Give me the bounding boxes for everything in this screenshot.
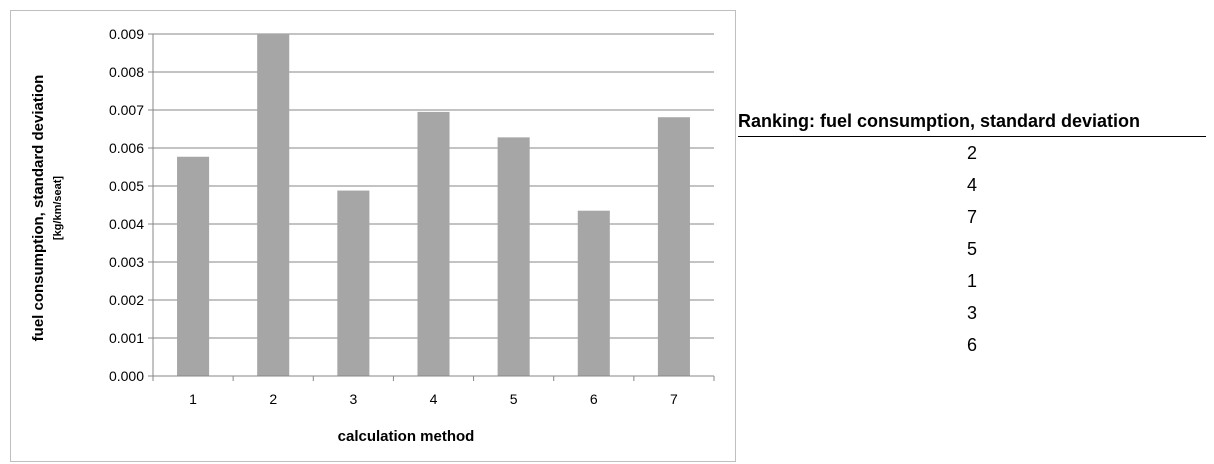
ranking-item: 4 (966, 175, 977, 195)
bar (657, 117, 690, 376)
bar (417, 111, 450, 377)
y-tick-label: 0.001 (109, 330, 144, 346)
ranking-list: 2 4 7 5 1 3 6 (738, 137, 1206, 361)
x-axis-title: calculation method (338, 428, 475, 445)
bar (257, 34, 290, 376)
x-tick-label: 3 (349, 391, 357, 407)
chart-container: 0.000 0.001 0.002 0.003 0.004 0.005 0.006 0.007… (10, 10, 736, 462)
bar (577, 210, 610, 376)
bar (337, 190, 370, 376)
ranking-item: 5 (966, 239, 977, 259)
y-tick-label: 0.005 (109, 178, 144, 194)
y-axis-title: fuel consumption, standard deviation (30, 75, 47, 342)
y-tick-label: 0.008 (109, 64, 144, 80)
y-tick-label: 0.006 (109, 140, 144, 156)
y-tick-label: 0.003 (109, 254, 144, 270)
y-tick-label: 0.009 (109, 26, 144, 42)
x-tick-label: 4 (430, 391, 438, 407)
bar-chart: 0.000 0.001 0.002 0.003 0.004 0.005 0.006 0.007… (30, 26, 715, 445)
ranking-header: Ranking: fuel consumption, standard devi… (738, 108, 1206, 137)
ranking-item: 7 (966, 207, 977, 227)
y-tick-label: 0.007 (109, 102, 144, 118)
x-tick-label: 2 (269, 391, 277, 407)
x-tick-label: 5 (510, 391, 518, 407)
bar (497, 137, 530, 376)
y-tick-label: 0.004 (109, 216, 144, 232)
y-tick-label: 0.000 (109, 368, 144, 384)
y-tick-label: 0.002 (109, 292, 144, 308)
ranking-item: 2 (966, 143, 977, 163)
x-tick-label: 6 (590, 391, 598, 407)
ranking-item: 3 (966, 303, 977, 323)
ranking-table: Ranking: fuel consumption, standard devi… (738, 108, 1206, 361)
x-tick-label: 7 (670, 391, 678, 407)
y-axis-unit: [kg/km/seat] (52, 176, 64, 241)
bar (177, 156, 210, 376)
ranking-item: 1 (966, 271, 977, 291)
ranking-item: 6 (966, 335, 977, 355)
x-tick-label: 1 (189, 391, 197, 407)
